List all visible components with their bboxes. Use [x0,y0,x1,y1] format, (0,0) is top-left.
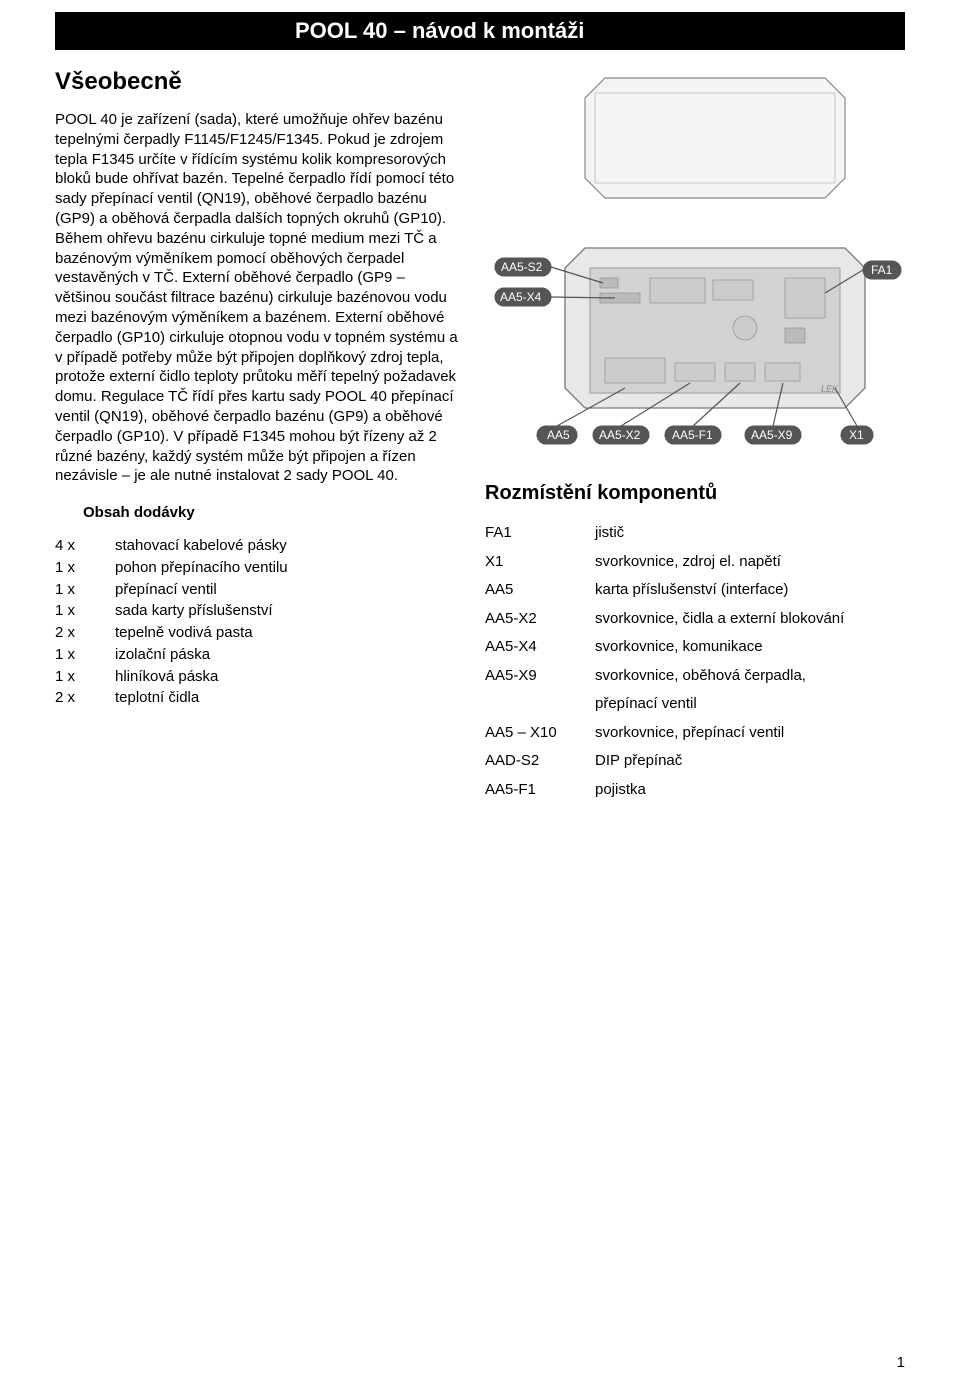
supply-desc: teplotní čidla [115,687,461,709]
component-desc: DIP přepínač [595,747,905,776]
component-desc: karta příslušenství (interface) [595,576,905,605]
component-row: přepínací ventil [485,690,905,719]
component-code: AA5 [485,576,595,605]
component-row: AAD-S2DIP přepínač [485,747,905,776]
supply-row: 1 xpohon přepínacího ventilu [55,557,461,579]
svg-text:AA5-X9: AA5-X9 [751,428,793,442]
svg-text:AA5-X4: AA5-X4 [500,290,542,304]
supply-desc: hliníková páska [115,666,461,688]
supply-row: 4 xstahovací kabelové pásky [55,535,461,557]
title-bar: POOL 40 – návod k montáži [55,12,905,50]
supply-qty: 1 x [55,666,115,688]
svg-text:AA5-S2: AA5-S2 [501,260,543,274]
supply-row: 1 xsada karty příslušenství [55,600,461,622]
heading-components: Rozmístění komponentů [485,482,905,505]
component-code: AA5-X9 [485,662,595,691]
supply-row: 1 xpřepínací ventil [55,579,461,601]
supply-table: 4 xstahovací kabelové pásky1 xpohon přep… [55,535,461,709]
component-row: AA5-X9svorkovnice, oběhová čerpadla, [485,662,905,691]
component-desc: přepínací ventil [485,690,905,719]
component-code: FA1 [485,519,595,548]
diagram-base: LEK [565,248,865,408]
diagram-lid [585,78,845,198]
svg-text:FA1: FA1 [871,263,893,277]
component-row: AA5 – X10svorkovnice, přepínací ventil [485,719,905,748]
lek-text: LEK [821,384,839,394]
supply-qty: 1 x [55,557,115,579]
component-code: AA5 – X10 [485,719,595,748]
supply-desc: sada karty příslušenství [115,600,461,622]
supply-qty: 1 x [55,600,115,622]
component-code: X1 [485,548,595,577]
component-desc: pojistka [595,776,905,805]
supply-qty: 2 x [55,622,115,644]
component-table: FA1jističX1svorkovnice, zdroj el. napětí… [485,519,905,804]
supply-row: 1 xizolační páska [55,644,461,666]
heading-general: Všeobecně [55,68,461,96]
component-code: AA5-X2 [485,605,595,634]
supply-qty: 2 x [55,687,115,709]
svg-text:X1: X1 [849,428,864,442]
svg-text:AA5: AA5 [547,428,570,442]
component-row: FA1jistič [485,519,905,548]
component-code: AAD-S2 [485,747,595,776]
supply-row: 2 xtepelně vodivá pasta [55,622,461,644]
svg-text:AA5-X2: AA5-X2 [599,428,641,442]
component-row: AA5-F1pojistka [485,776,905,805]
supply-desc: tepelně vodivá pasta [115,622,461,644]
left-column: Všeobecně POOL 40 je zařízení (sada), kt… [55,68,461,804]
supply-desc: přepínací ventil [115,579,461,601]
supply-qty: 1 x [55,579,115,601]
component-desc: svorkovnice, zdroj el. napětí [595,548,905,577]
right-column: LEK AA5-S2 AA5-X4 [485,68,905,804]
component-row: AA5karta příslušenství (interface) [485,576,905,605]
supply-desc: stahovací kabelové pásky [115,535,461,557]
component-desc: svorkovnice, komunikace [595,633,905,662]
component-desc: svorkovnice, čidla a externí blokování [595,605,905,634]
supply-row: 2 xteplotní čidla [55,687,461,709]
component-desc: jistič [595,519,905,548]
body-paragraph: POOL 40 je zařízení (sada), které umožňu… [55,110,461,486]
supply-qty: 1 x [55,644,115,666]
supply-qty: 4 x [55,535,115,557]
component-row: X1svorkovnice, zdroj el. napětí [485,548,905,577]
heading-supply: Obsah dodávky [83,504,461,521]
component-desc: svorkovnice, oběhová čerpadla, [595,662,905,691]
supply-row: 1 xhliníková páska [55,666,461,688]
component-diagram: LEK AA5-S2 AA5-X4 [485,68,905,468]
component-row: AA5-X4svorkovnice, komunikace [485,633,905,662]
component-row: AA5-X2svorkovnice, čidla a externí bloko… [485,605,905,634]
supply-desc: izolační páska [115,644,461,666]
component-desc: svorkovnice, přepínací ventil [595,719,905,748]
page-number: 1 [897,1354,905,1371]
supply-desc: pohon přepínacího ventilu [115,557,461,579]
svg-text:AA5-F1: AA5-F1 [672,428,713,442]
component-code: AA5-F1 [485,776,595,805]
component-code: AA5-X4 [485,633,595,662]
